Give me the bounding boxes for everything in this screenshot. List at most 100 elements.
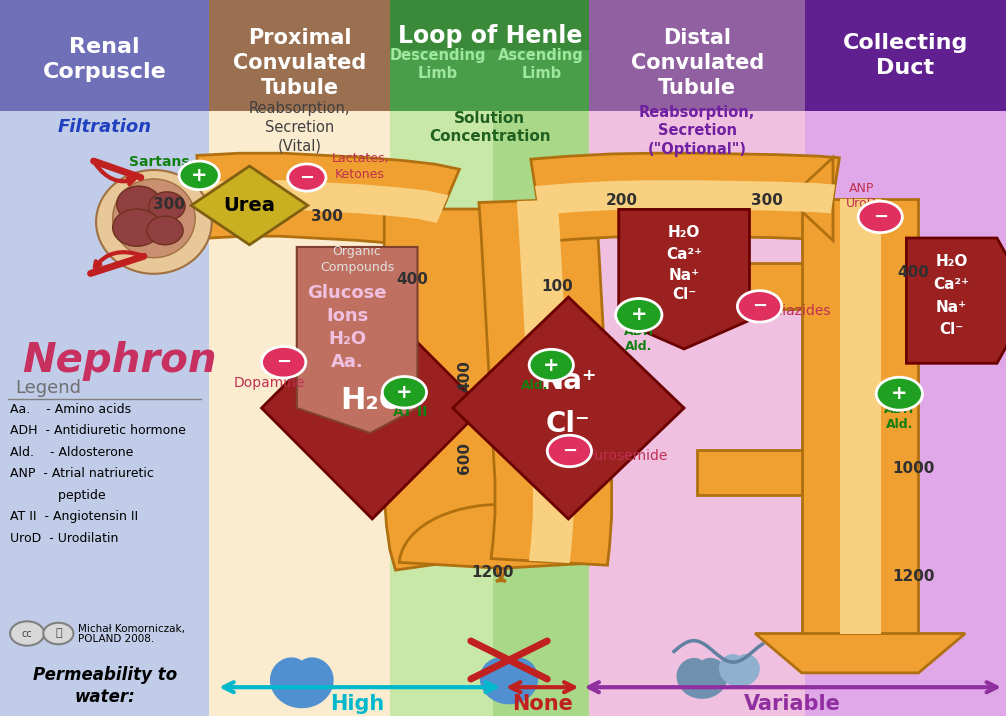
Text: 300: 300 [311, 209, 343, 224]
Text: peptide: peptide [10, 489, 106, 502]
Text: 1000: 1000 [892, 461, 935, 476]
Text: −: − [276, 353, 292, 371]
Text: Sartans: Sartans [129, 156, 189, 169]
Text: 1200: 1200 [472, 565, 514, 580]
Text: ADH
Ald.: ADH Ald. [624, 326, 654, 353]
Text: Cl⁻: Cl⁻ [546, 410, 591, 438]
Text: 🄷: 🄷 [55, 629, 61, 639]
Text: −: − [872, 208, 888, 226]
Bar [589, 0, 805, 716]
Bar [840, 199, 880, 634]
Polygon shape [697, 264, 802, 309]
Ellipse shape [149, 192, 185, 220]
Text: Ca²⁺: Ca²⁺ [934, 277, 970, 293]
Text: +: + [631, 305, 647, 325]
Text: H₂O: H₂O [936, 254, 968, 269]
Polygon shape [199, 180, 449, 223]
Text: Distal
Convulated
Tubule: Distal Convulated Tubule [631, 28, 764, 98]
Ellipse shape [147, 217, 183, 244]
Polygon shape [906, 238, 1006, 364]
Text: +: + [396, 383, 412, 402]
Ellipse shape [117, 186, 161, 222]
Text: +: + [891, 384, 907, 403]
Text: Ascending
Limb: Ascending Limb [498, 47, 584, 81]
Text: Solution
Concentration: Solution Concentration [430, 110, 550, 144]
Polygon shape [481, 658, 537, 703]
Text: Reabsorption,
Secretion
("Optional"): Reabsorption, Secretion ("Optional") [639, 105, 756, 157]
Circle shape [179, 161, 219, 190]
Text: Nephron: Nephron [22, 341, 216, 381]
Polygon shape [802, 199, 918, 634]
Bar [209, 0, 390, 111]
Polygon shape [677, 659, 727, 698]
Text: Cl⁻: Cl⁻ [940, 322, 964, 337]
Text: Glucose: Glucose [307, 285, 387, 303]
Circle shape [288, 164, 326, 191]
Circle shape [262, 346, 306, 378]
Text: Aa.: Aa. [331, 353, 363, 371]
Circle shape [382, 376, 427, 408]
Text: Aa.    - Amino acids: Aa. - Amino acids [10, 403, 131, 416]
Polygon shape [384, 209, 510, 570]
Text: Ald.    - Aldosterone: Ald. - Aldosterone [10, 446, 134, 459]
Text: None: None [512, 694, 572, 714]
Circle shape [876, 377, 923, 410]
Polygon shape [262, 297, 483, 519]
Text: Proximal
Convulated
Tubule: Proximal Convulated Tubule [233, 28, 366, 98]
Text: Reabsorption,
Secretion
(Vital): Reabsorption, Secretion (Vital) [249, 101, 350, 153]
Text: Lactates,
Ketones: Lactates, Ketones [331, 152, 389, 181]
Text: 300: 300 [750, 193, 783, 208]
Text: 400: 400 [396, 272, 429, 287]
Bar [0, 0, 209, 111]
Text: Filtration: Filtration [57, 118, 152, 136]
Text: Renal
Corpuscle: Renal Corpuscle [42, 37, 167, 82]
Text: Ca²⁺: Ca²⁺ [666, 247, 702, 262]
Text: Thiazides: Thiazides [765, 305, 831, 318]
Text: Dopamine: Dopamine [234, 376, 305, 390]
Text: ADH
Ald.: ADH Ald. [884, 403, 914, 431]
Bar [390, 0, 493, 716]
Text: H₂O: H₂O [340, 386, 404, 415]
Bar [390, 50, 589, 111]
Bar [805, 0, 1006, 716]
Circle shape [737, 290, 782, 322]
Text: 100: 100 [541, 279, 573, 294]
Polygon shape [697, 450, 802, 495]
Text: H₂O: H₂O [668, 225, 700, 240]
Text: Na⁺: Na⁺ [937, 300, 967, 315]
Bar [493, 0, 589, 716]
Ellipse shape [113, 179, 195, 257]
Text: Organic
Compounds: Organic Compounds [320, 244, 394, 274]
Text: 600: 600 [458, 442, 472, 474]
Text: Na⁺: Na⁺ [669, 268, 699, 283]
Text: ADH  - Antidiuretic hormone: ADH - Antidiuretic hormone [10, 424, 186, 437]
Text: Descending
Limb: Descending Limb [389, 47, 486, 81]
Text: UroD  - Urodilatin: UroD - Urodilatin [10, 532, 119, 545]
Text: Michał Komorniczak,: Michał Komorniczak, [78, 624, 185, 634]
Polygon shape [517, 200, 573, 563]
Ellipse shape [113, 209, 161, 246]
Polygon shape [197, 153, 460, 249]
Text: Ions: Ions [326, 308, 368, 326]
Text: Collecting
Duct: Collecting Duct [843, 34, 968, 78]
Text: Ald.: Ald. [520, 379, 548, 391]
Text: −: − [299, 168, 315, 186]
Circle shape [616, 298, 662, 331]
Text: Legend: Legend [15, 379, 81, 397]
Text: −: − [561, 442, 577, 460]
Text: +: + [543, 356, 559, 374]
Circle shape [529, 349, 573, 381]
Circle shape [858, 201, 902, 232]
Bar [209, 0, 390, 716]
Bar [0, 0, 209, 716]
Bar [805, 0, 1006, 111]
Circle shape [10, 622, 44, 646]
Text: H₂O: H₂O [328, 331, 366, 348]
Text: POLAND 2008.: POLAND 2008. [78, 635, 155, 645]
Polygon shape [531, 153, 839, 242]
Text: 400: 400 [897, 265, 930, 280]
Polygon shape [719, 655, 760, 686]
Text: +: + [191, 166, 207, 185]
Text: Permeability to
water:: Permeability to water: [32, 665, 177, 706]
Text: AT II: AT II [393, 405, 428, 419]
